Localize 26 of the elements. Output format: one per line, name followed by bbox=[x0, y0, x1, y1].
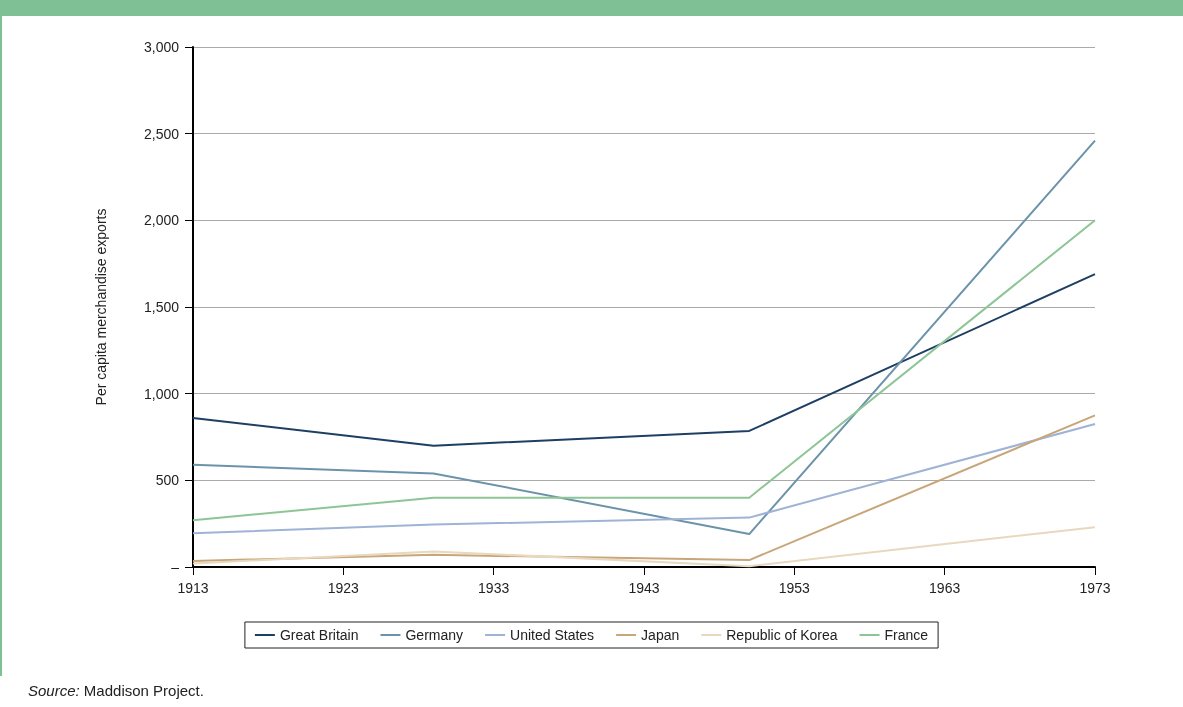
line-series bbox=[192, 414, 1096, 562]
legend-label: United States bbox=[510, 627, 595, 643]
y-tick-label: 2,000 bbox=[143, 212, 180, 229]
legend-label: France bbox=[884, 627, 929, 643]
legend-label: Republic of Korea bbox=[726, 627, 838, 643]
legend-label: Great Britain bbox=[279, 627, 359, 643]
x-tick-label: 1923 bbox=[327, 580, 360, 596]
y-tick-label: 500 bbox=[155, 472, 180, 489]
x-tick-label: 1913 bbox=[177, 580, 209, 596]
legend-label: Japan bbox=[641, 627, 680, 643]
line-series bbox=[192, 273, 1096, 447]
y-tick-label: 2,500 bbox=[143, 125, 180, 142]
x-tick-label: 1943 bbox=[628, 580, 660, 596]
x-tick-label: 1963 bbox=[929, 580, 961, 596]
y-tick-label: 1,000 bbox=[143, 385, 180, 402]
line-series bbox=[192, 423, 1096, 535]
x-tick-label: 1933 bbox=[478, 580, 510, 596]
legend-label: Germany bbox=[405, 627, 464, 643]
x-tick-label: 1953 bbox=[778, 580, 811, 596]
line-series bbox=[192, 139, 1096, 536]
y-axis-title: Per capita merchandise exports bbox=[93, 208, 109, 406]
y-tick-label: 1,500 bbox=[143, 299, 180, 315]
y-tick-label: 3,000 bbox=[143, 39, 180, 55]
source-note: Source: Maddison Project. bbox=[28, 682, 204, 699]
x-tick-label: 1973 bbox=[1079, 580, 1111, 596]
y-tick-label: – bbox=[171, 559, 180, 575]
